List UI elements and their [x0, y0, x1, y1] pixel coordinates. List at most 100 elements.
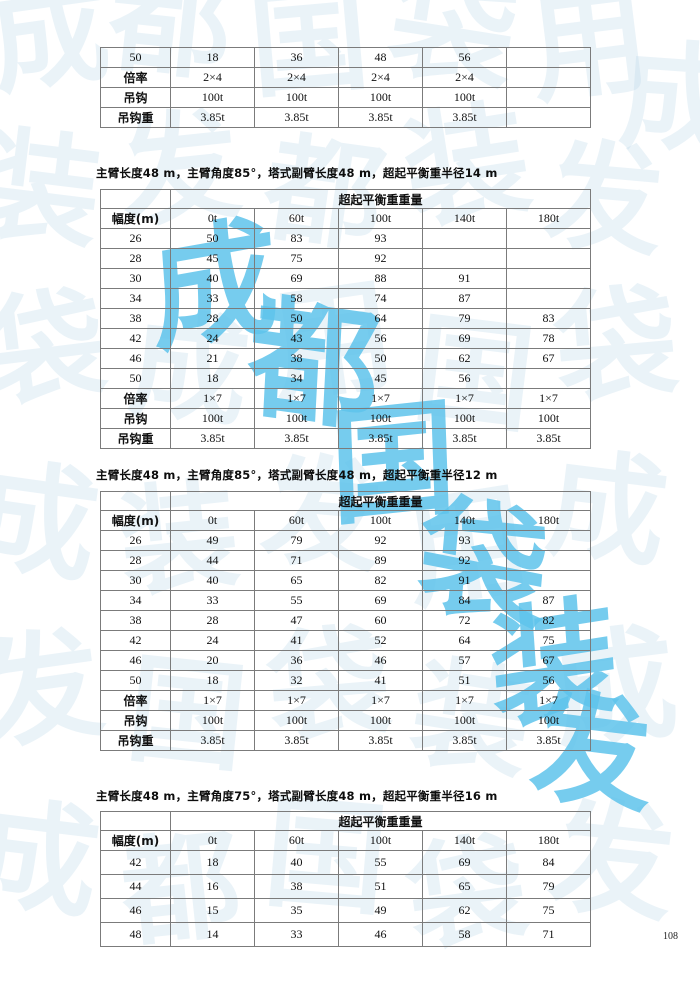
cell	[505, 550, 592, 571]
table-85deg-r12: 超起平衡重重量 幅度(m) 0t 60t 100t 140t 180t 26 4…	[100, 491, 592, 751]
row-label: 吊钩	[100, 710, 171, 731]
table-row: 吊钩 100t 100t 100t 100t 100t	[100, 408, 592, 429]
cell: 33	[170, 590, 255, 611]
cell: 79	[505, 874, 592, 899]
table-row: 34 33 58 74 87	[100, 288, 592, 309]
table-row: 38 28 50 64 79 83	[100, 308, 592, 329]
column-header-width: 幅度(m)	[100, 830, 171, 851]
table-row: 46 20 36 46 57 67	[100, 650, 592, 671]
row-label: 50	[100, 47, 171, 68]
cell: 38	[254, 348, 339, 369]
cell: 40	[170, 268, 255, 289]
row-label: 46	[100, 898, 171, 923]
row-label: 38	[100, 308, 171, 329]
table-row: 42 18 40 55 69 84	[100, 850, 592, 875]
row-label: 42	[100, 328, 171, 349]
cell: 33	[170, 288, 255, 309]
corner-cell	[100, 491, 171, 511]
table-row: 42 24 43 56 69 78	[100, 328, 592, 349]
cell: 69	[422, 328, 507, 349]
table-header-row: 幅度(m) 0t 60t 100t 140t 180t	[100, 510, 592, 531]
cell: 2×4	[422, 67, 507, 88]
table-row: 倍率 1×7 1×7 1×7 1×7 1×7	[100, 388, 592, 409]
page-number: 108	[663, 931, 678, 942]
table-row: 48 14 33 46 58 71	[100, 922, 592, 947]
cell	[506, 47, 591, 68]
cell: 43	[254, 328, 339, 349]
group-header: 超起平衡重重量	[169, 811, 592, 831]
cell: 58	[254, 288, 339, 309]
cell: 100t	[422, 408, 507, 429]
cell	[505, 368, 592, 389]
corner-cell	[100, 811, 171, 831]
cell: 14	[170, 922, 255, 947]
cell: 84	[422, 590, 507, 611]
cell: 46	[338, 650, 423, 671]
cell	[505, 530, 592, 551]
column-header-width: 幅度(m)	[100, 510, 171, 531]
cell	[505, 570, 592, 591]
cell: 1×7	[254, 690, 339, 711]
table-row: 倍率 1×7 1×7 1×7 1×7 1×7	[100, 690, 592, 711]
cell: 100t	[338, 710, 423, 731]
table-row: 50 18 32 41 51 56	[100, 670, 592, 691]
cell: 1×7	[505, 388, 592, 409]
cell: 1×7	[338, 388, 423, 409]
cell	[505, 248, 592, 269]
row-label: 28	[100, 550, 171, 571]
cell: 40	[170, 570, 255, 591]
table-row: 26 49 79 92 93	[100, 530, 592, 551]
cell: 24	[170, 328, 255, 349]
row-label: 38	[100, 610, 171, 631]
cell: 100t	[338, 408, 423, 429]
table-row: 吊钩 100t 100t 100t 100t 100t	[100, 710, 592, 731]
row-label: 26	[100, 228, 171, 249]
cell: 2×4	[254, 67, 339, 88]
cell: 71	[505, 922, 592, 947]
table-group-header-row: 超起平衡重重量	[100, 491, 592, 511]
table-row: 42 24 41 52 64 75	[100, 630, 592, 651]
cell	[505, 268, 592, 289]
cell: 57	[422, 650, 507, 671]
cell: 87	[505, 590, 592, 611]
table-row: 50 18 34 45 56	[100, 368, 592, 389]
row-label: 30	[100, 570, 171, 591]
cell: 51	[422, 670, 507, 691]
cell: 50	[338, 348, 423, 369]
cell: 83	[254, 228, 339, 249]
column-header: 140t	[422, 510, 507, 531]
table-row: 30 40 65 82 91	[100, 570, 592, 591]
cell: 56	[422, 47, 507, 68]
cell: 100t	[422, 710, 507, 731]
cell: 3.85t	[505, 428, 592, 449]
cell: 92	[338, 248, 423, 269]
group-header: 超起平衡重重量	[169, 491, 592, 511]
row-label: 48	[100, 922, 171, 947]
cell: 69	[338, 590, 423, 611]
cell: 41	[254, 630, 339, 651]
cell	[506, 107, 591, 128]
section-title: 主臂长度48 m，主臂角度85°，塔式副臂长度48 m，超起平衡重半径12 m	[96, 468, 498, 482]
cell: 32	[254, 670, 339, 691]
table-85deg-r14: 超起平衡重重量 幅度(m) 0t 60t 100t 140t 180t 26 5…	[100, 189, 592, 449]
cell: 3.85t	[338, 428, 423, 449]
table-row: 46 15 35 49 62 75	[100, 898, 592, 923]
cell: 51	[338, 874, 423, 899]
cell: 74	[338, 288, 423, 309]
cell: 71	[254, 550, 339, 571]
cell: 91	[422, 570, 507, 591]
row-label: 倍率	[100, 388, 171, 409]
table-group-header-row: 超起平衡重重量	[100, 189, 592, 209]
row-label: 吊钩重	[100, 107, 171, 128]
cell: 93	[422, 530, 507, 551]
cell: 100t	[170, 87, 255, 108]
cell: 79	[422, 308, 507, 329]
table-row: 44 16 38 51 65 79	[100, 874, 592, 899]
cell	[506, 67, 591, 88]
cell: 100t	[170, 408, 255, 429]
column-header: 100t	[338, 510, 423, 531]
table-row: 吊钩重 3.85t 3.85t 3.85t 3.85t 3.85t	[100, 428, 592, 449]
cell: 3.85t	[505, 730, 592, 751]
row-label: 46	[100, 348, 171, 369]
cell: 36	[254, 47, 339, 68]
